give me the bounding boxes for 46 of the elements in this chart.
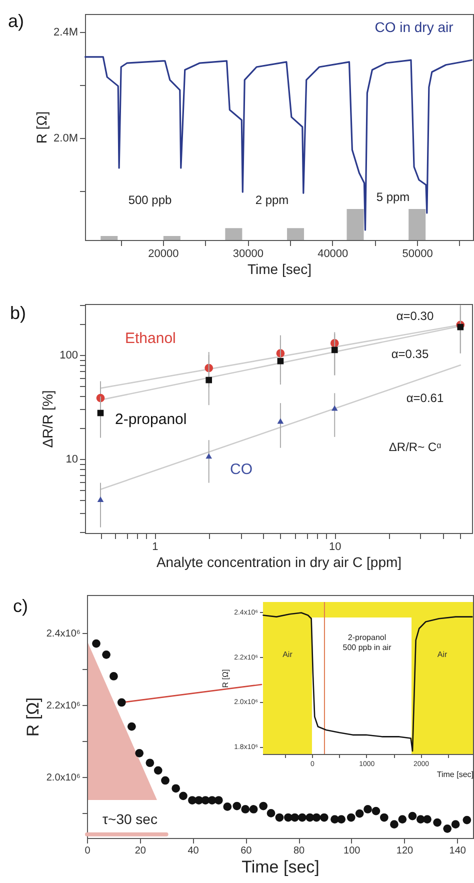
x-tick-label: 0 — [84, 846, 91, 856]
text: CO in dry air — [374, 19, 454, 35]
text: Ethanol — [125, 330, 176, 347]
x-axis-title: Time [sec] — [247, 261, 312, 277]
annotation: 5 ppm — [376, 190, 410, 204]
chart-title: a) — [8, 11, 24, 31]
annotation: 2-propanol 500 ppb in air — [342, 633, 392, 652]
x-axis-title: Time [sec] — [242, 858, 320, 876]
x-tick-label: 80 — [293, 846, 306, 856]
y-axis-title: R [Ω] — [34, 111, 50, 144]
annotation: ΔR/R~ Cᵅ — [388, 440, 442, 454]
x-tick-label: 1 — [152, 541, 158, 553]
x-tick-label: 50000 — [402, 248, 433, 260]
x-tick-label: 40000 — [318, 248, 348, 260]
x-tick-label: 20 — [134, 846, 146, 856]
x-tick-label: 60 — [240, 846, 252, 856]
y-tick-label: 100 — [60, 350, 78, 362]
annotation: α=0.30 — [396, 309, 434, 323]
chart-title: b) — [10, 303, 26, 323]
y-tick-label: 10 — [66, 453, 78, 466]
band-label: Air — [437, 650, 448, 660]
chart-title: c) — [13, 596, 28, 616]
y-tick-label: 2.4M — [54, 26, 78, 39]
y-tick-label: 2.2x10⁶ — [46, 700, 80, 712]
y-tick-label: 2.0x10⁶ — [46, 772, 80, 784]
y-axis-title: R [Ω] — [23, 697, 42, 737]
y-axis-title: R [Ω] — [221, 669, 230, 688]
x-tick-label: 140 — [449, 846, 466, 856]
x-axis-title: Analyte concentration in dry air C [ppm] — [156, 554, 402, 570]
x-tick-label: 40 — [188, 846, 200, 856]
y-tick-label: 2.0M — [54, 132, 78, 144]
x-tick-label: 20000 — [148, 248, 179, 260]
y-tick-label: 2.4x10⁶ — [46, 628, 80, 640]
annotation: 500 ppb — [128, 193, 172, 207]
y-axis-title: ΔR/R [%] — [40, 390, 56, 448]
x-tick-label: 120 — [396, 846, 414, 856]
annotation: α=0.61 — [406, 391, 444, 405]
x-axis-title: Time [sec] — [436, 770, 474, 779]
series-label: 2-propanol — [115, 411, 187, 428]
x-tick-label: 30000 — [232, 248, 264, 260]
series-label: CO — [230, 461, 252, 478]
x-tick-label: 100 — [344, 846, 361, 856]
annotation: 2 ppm — [255, 193, 289, 207]
annotation: τ~30 sec — [102, 811, 158, 827]
band-label: Air — [282, 650, 293, 660]
annotation: α=0.35 — [391, 347, 429, 361]
